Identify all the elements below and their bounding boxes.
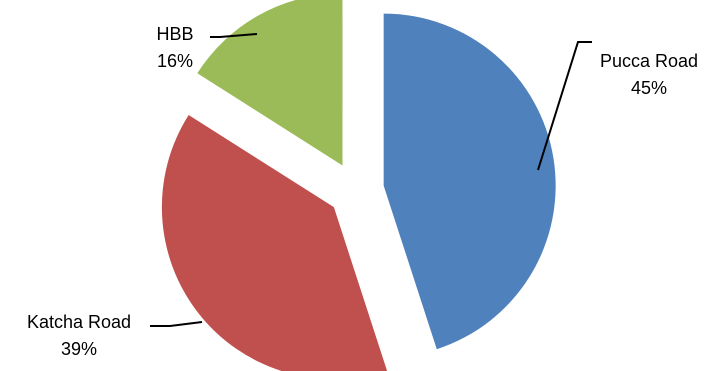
leader-line-katcha-road [150,321,203,327]
label-katcha-road-value: 39% [61,339,97,359]
pie-slice-katcha-road [161,114,388,371]
label-pucca-road-value: 45% [631,78,667,98]
slice-labels: Pucca Road 45% Katcha Road 39% HBB 16% [27,24,698,359]
label-pucca-road-name: Pucca Road [600,51,698,71]
pie-slices [161,0,556,371]
label-hbb-value: 16% [157,51,193,71]
pie-slice-hbb [197,0,343,166]
leader-lines [150,33,592,327]
leader-line-pucca-road [537,41,592,171]
label-katcha-road-name: Katcha Road [27,312,131,332]
pie-slice-pucca-road [383,13,556,350]
label-hbb-name: HBB [156,24,193,44]
leader-line-hbb [210,33,258,38]
